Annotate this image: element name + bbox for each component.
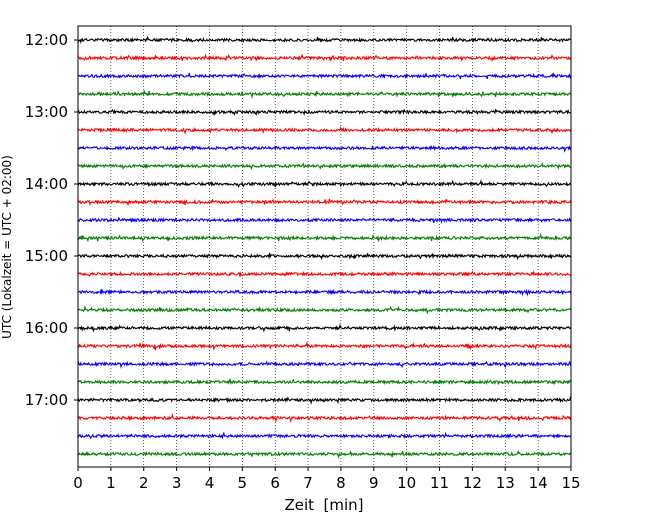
x-tick-label-7: 7 [303, 474, 313, 492]
trace-1645 [77, 378, 572, 385]
y-tick-label-1500: 15:00 [25, 247, 68, 265]
x-tick-label-2: 2 [139, 474, 149, 492]
trace-1430 [77, 216, 572, 225]
trace-1345 [77, 162, 572, 171]
x-axis: 0 1 2 3 4 5 6 7 8 9 10 11 12 13 14 15 [73, 467, 581, 492]
x-tick-label-1: 1 [106, 474, 116, 492]
x-tick-label-15: 15 [561, 474, 580, 492]
x-tick-label-3: 3 [172, 474, 182, 492]
trace-1715 [77, 413, 572, 424]
x-tick-label-5: 5 [238, 474, 248, 492]
x-tick-label-4: 4 [205, 474, 215, 492]
x-tick-label-8: 8 [336, 474, 346, 492]
x-tick-label-12: 12 [463, 474, 482, 492]
trace-1200 [77, 35, 572, 45]
x-tick-label-10: 10 [397, 474, 416, 492]
y-axis-label: UTC (Lokalzeit = UTC + 02:00) [0, 155, 14, 339]
trace-1500 [77, 252, 572, 261]
trace-1545 [77, 305, 572, 315]
trace-1730 [77, 431, 572, 440]
x-tick-label-14: 14 [529, 474, 548, 492]
x-tick-label-11: 11 [430, 474, 449, 492]
trace-1400 [77, 179, 572, 189]
x-tick-label-0: 0 [73, 474, 83, 492]
x-tick-label-6: 6 [270, 474, 280, 492]
y-tick-label-1200: 12:00 [25, 31, 68, 49]
plot-frame [77, 25, 572, 468]
trace-1615 [77, 341, 572, 352]
y-tick-label-1400: 14:00 [25, 175, 68, 193]
trace-1530 [77, 288, 572, 297]
trace-1330 [77, 144, 572, 153]
y-tick-label-1300: 13:00 [25, 103, 68, 121]
trace-1315 [77, 125, 572, 135]
trace-1230 [77, 72, 572, 80]
y-tick-label-1600: 16:00 [25, 319, 68, 337]
trace-1745 [77, 449, 572, 459]
trace-1415 [77, 198, 572, 207]
trace-1700 [77, 396, 572, 406]
x-tick-label-9: 9 [369, 474, 379, 492]
trace-1515 [77, 270, 572, 278]
trace-1215 [77, 53, 572, 63]
trace-1445 [77, 232, 572, 243]
y-axis: 12:00 13:00 14:00 15:00 16:00 17:00 [25, 31, 78, 409]
x-tick-label-13: 13 [496, 474, 515, 492]
x-axis-label: Zeit [min] [284, 496, 363, 514]
y-tick-label-1700: 17:00 [25, 391, 68, 409]
trace-1245 [77, 89, 572, 99]
trace-1630 [77, 360, 572, 369]
trace-1600 [77, 323, 572, 333]
trace-layer [77, 35, 572, 459]
trace-1300 [77, 108, 572, 116]
